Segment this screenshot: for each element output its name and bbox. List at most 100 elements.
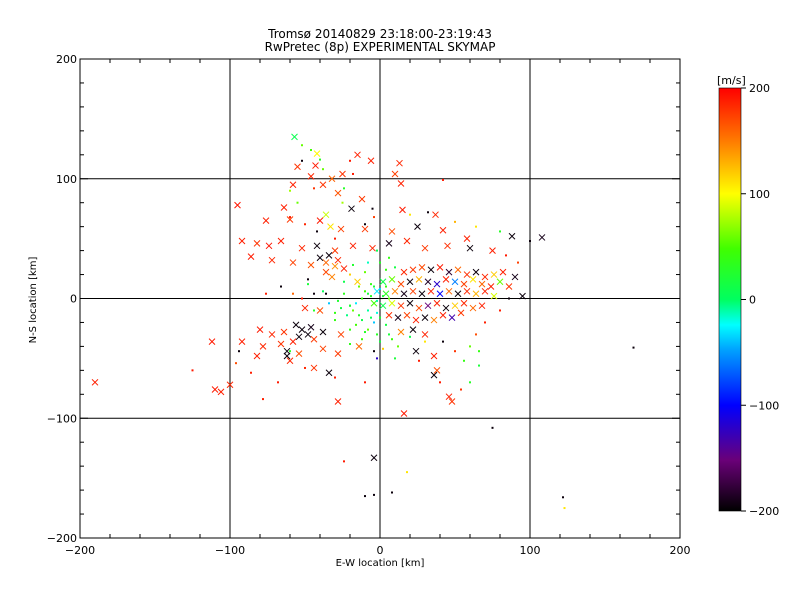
- echo-point-large: [442, 304, 450, 312]
- echo-point-large: [489, 247, 496, 254]
- echo-point-small: [277, 381, 279, 384]
- x-tick-label: 0: [377, 544, 384, 557]
- echo-point-large: [310, 335, 318, 343]
- echo-point-large: [289, 338, 297, 345]
- echo-point-large: [370, 454, 378, 462]
- echo-point-large: [418, 290, 426, 298]
- echo-point-small: [364, 271, 366, 274]
- echo-point-small: [319, 158, 321, 161]
- echo-point-large: [310, 364, 318, 372]
- echo-point-large: [355, 343, 363, 350]
- echo-point-large: [322, 211, 330, 219]
- colorbar-tick-label: 100: [749, 188, 770, 201]
- echo-point-small: [322, 168, 324, 171]
- echo-point-small: [313, 292, 315, 295]
- y-tick-label: −200: [47, 532, 77, 545]
- echo-point-large: [334, 398, 342, 405]
- echo-point-small: [367, 261, 369, 264]
- echo-point-small: [371, 207, 374, 210]
- echo-point-small: [394, 357, 396, 360]
- echo-point-small: [349, 159, 351, 162]
- echo-point-large: [400, 290, 408, 298]
- echo-point-large: [406, 278, 414, 286]
- echo-point-large: [414, 223, 421, 231]
- colorbar-gradient: [719, 88, 741, 511]
- echo-point-large: [334, 350, 342, 357]
- echo-point-small: [475, 225, 477, 228]
- echo-point-small: [349, 304, 351, 307]
- echo-point-large: [304, 331, 312, 338]
- echo-point-small: [385, 268, 387, 271]
- echo-point-small: [310, 149, 312, 152]
- echo-point-small: [296, 201, 299, 204]
- echo-point-large: [415, 304, 423, 312]
- echo-point-small: [475, 333, 477, 336]
- echo-point-small: [328, 302, 330, 305]
- echo-point-large: [427, 287, 435, 295]
- echo-point-small: [385, 323, 387, 326]
- echo-point-small: [191, 369, 194, 372]
- echo-point-large: [415, 275, 423, 283]
- echo-point-large: [409, 326, 417, 333]
- echo-point-large: [451, 278, 459, 286]
- echo-point-large: [316, 217, 324, 225]
- data-points: [91, 133, 635, 510]
- echo-point-large: [451, 302, 459, 310]
- echo-point-small: [355, 302, 357, 305]
- echo-point-small: [262, 398, 264, 401]
- echo-point-large: [211, 386, 219, 393]
- colorbar-unit-label: [m/s]: [717, 74, 746, 87]
- echo-point-large: [445, 287, 453, 295]
- echo-point-small: [409, 213, 411, 216]
- echo-point-large: [325, 369, 333, 377]
- echo-point-large: [409, 287, 417, 295]
- y-axis-label: N-S location [km]: [28, 257, 39, 344]
- echo-point-small: [442, 340, 444, 343]
- echo-point-small: [491, 426, 494, 429]
- echo-point-small: [343, 187, 345, 190]
- echo-point-small: [478, 350, 480, 353]
- echo-point-large: [337, 225, 345, 233]
- echo-point-small: [334, 237, 336, 240]
- echo-point-small: [499, 230, 501, 233]
- echo-point-small: [463, 359, 465, 362]
- echo-point-large: [294, 163, 301, 171]
- echo-point-small: [394, 266, 396, 269]
- echo-point-large: [454, 290, 462, 298]
- echo-point-small: [316, 230, 318, 233]
- echo-point-small: [370, 316, 372, 319]
- echo-point-large: [430, 352, 438, 360]
- echo-point-large: [433, 280, 441, 288]
- echo-point-large: [253, 352, 261, 360]
- echo-point-small: [418, 359, 420, 362]
- echo-point-large: [448, 314, 456, 322]
- echo-point-large: [331, 247, 339, 254]
- echo-point-small: [373, 216, 375, 219]
- echo-point-large: [418, 264, 426, 271]
- echo-point-small: [370, 283, 372, 286]
- echo-point-large: [316, 307, 324, 314]
- echo-point-small: [334, 319, 336, 322]
- echo-point-small: [373, 321, 375, 324]
- echo-point-large: [328, 175, 336, 183]
- echo-point-large: [481, 287, 489, 295]
- echo-point-small: [343, 292, 345, 295]
- echo-point-small: [238, 350, 240, 353]
- echo-point-small: [388, 333, 390, 336]
- echo-point-small: [376, 311, 378, 314]
- echo-point-large: [358, 195, 366, 203]
- echo-point-large: [253, 240, 261, 247]
- echo-point-large: [424, 302, 432, 310]
- echo-point-small: [373, 350, 375, 353]
- echo-point-small: [382, 295, 384, 298]
- echo-point-large: [433, 299, 441, 307]
- echo-point-large: [412, 347, 420, 355]
- echo-point-large: [454, 266, 462, 274]
- echo-point-small: [562, 496, 564, 499]
- echo-point-small: [352, 172, 354, 175]
- echo-point-large: [433, 366, 441, 374]
- echo-point-large: [283, 352, 291, 360]
- echo-point-small: [349, 343, 351, 346]
- echo-point-small: [508, 297, 510, 300]
- colorbar-tick-label: 200: [749, 82, 770, 95]
